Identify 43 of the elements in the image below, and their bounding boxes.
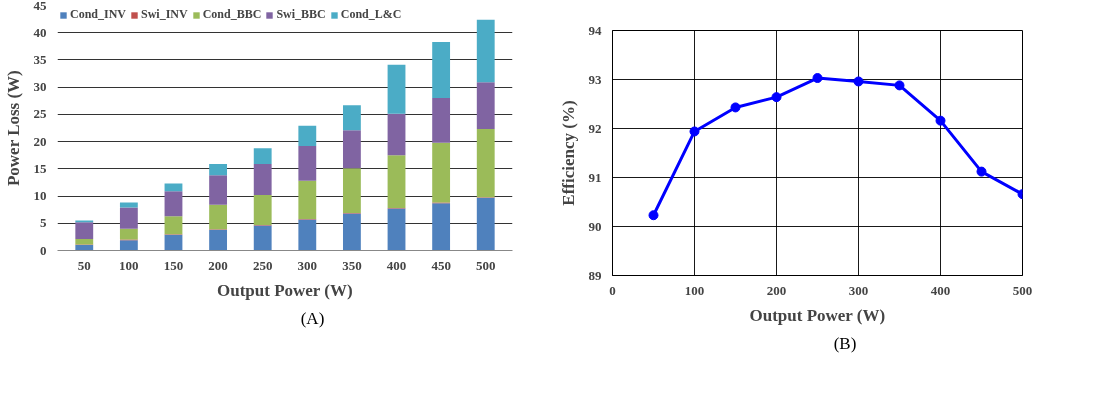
y-axis-title: Efficiency (%)	[558, 100, 578, 206]
y-tick-label: 91	[588, 169, 602, 185]
y-tick-label: 90	[588, 218, 602, 234]
x-tick-label: 450	[431, 257, 451, 273]
x-tick-label: 400	[386, 257, 407, 273]
y-tick-label: 89	[588, 267, 602, 283]
legend-label: Swi_BBC	[276, 7, 326, 22]
y-tick-label: 15	[33, 160, 47, 176]
legend-label: Cond_INV	[70, 7, 127, 22]
x-tick-label: 300	[297, 257, 318, 273]
y-tick-label: 5	[40, 215, 47, 231]
text: (A)	[300, 308, 325, 330]
legend-label: Cond_L&C	[340, 7, 402, 22]
y-tick-label: 0	[40, 242, 47, 258]
y-tick-label: 94	[588, 22, 602, 38]
x-tick-label: 400	[930, 282, 951, 298]
x-tick-label: 200	[766, 282, 787, 298]
x-tick-label: 500	[475, 257, 496, 273]
x-axis-title: Output Power (W)	[749, 305, 886, 325]
y-tick-label: 20	[33, 133, 47, 149]
x-tick-label: 350	[342, 257, 362, 273]
x-tick-label: 100	[119, 257, 139, 273]
y-tick-label: 40	[33, 24, 47, 40]
y-tick-label: 35	[33, 51, 47, 67]
y-tick-label: 45	[33, 0, 47, 13]
x-tick-label: 300	[848, 282, 869, 298]
x-tick-label: 250	[252, 257, 273, 273]
x-tick-label: 50	[77, 257, 91, 273]
x-axis-title: Output Power (W)	[217, 280, 353, 300]
y-tick-label: 92	[588, 120, 602, 136]
x-tick-label: 0	[609, 282, 616, 298]
y-tick-label: 93	[588, 71, 602, 87]
x-tick-label: 100	[684, 282, 705, 298]
y-tick-label: 30	[33, 79, 47, 95]
legend-label: Swi_INV	[141, 7, 188, 22]
y-tick-label: 10	[33, 188, 47, 204]
x-tick-label: 150	[163, 257, 184, 273]
x-tick-label: 200	[208, 257, 228, 273]
y-tick-label: 25	[33, 106, 47, 122]
legend-label: Cond_BBC	[202, 7, 262, 22]
y-axis-title: Power Loss (W)	[3, 70, 23, 187]
x-tick-label: 500	[1012, 282, 1033, 298]
text: (B)	[833, 333, 857, 355]
